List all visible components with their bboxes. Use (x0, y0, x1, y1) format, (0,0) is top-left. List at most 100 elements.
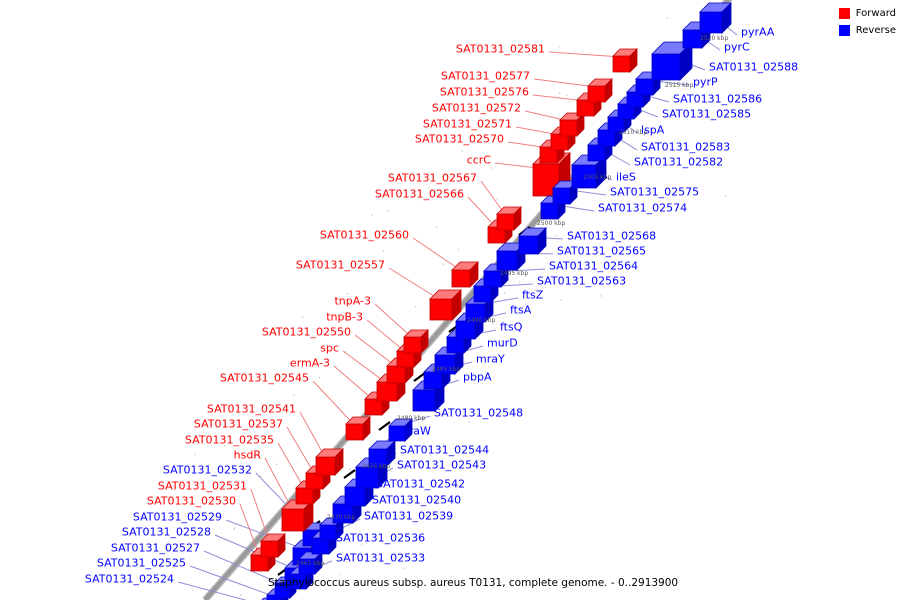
gene-label[interactable]: ermA-3 (289, 356, 330, 370)
gene-feature[interactable] (651, 41, 693, 81)
gene-body[interactable] (699, 11, 723, 34)
gene-label[interactable]: pyrP (693, 75, 718, 89)
gene-label[interactable]: ccrC (466, 153, 491, 167)
gene-label[interactable]: lspA (641, 123, 665, 137)
gene-feature[interactable] (496, 242, 526, 271)
gene-body[interactable] (260, 540, 279, 558)
gene-body[interactable] (315, 456, 336, 476)
gene-body[interactable] (473, 285, 492, 303)
gene-feature[interactable] (699, 2, 732, 34)
gene-label[interactable]: SAT0131_02567 (387, 171, 477, 185)
gene-feature[interactable] (496, 206, 522, 231)
gene-feature[interactable] (368, 440, 396, 467)
gene-label[interactable]: SAT0131_02571 (422, 117, 512, 131)
gene-label[interactable]: SAT0131_02537 (193, 417, 283, 431)
gene-label[interactable]: SAT0131_02576 (439, 85, 529, 99)
gene-feature[interactable] (388, 418, 413, 442)
gene-body[interactable] (319, 524, 337, 541)
gene-label[interactable]: SAT0131_02548 (434, 406, 524, 420)
gene-label[interactable]: ileS (616, 170, 636, 184)
gene-label[interactable]: SAT0131_02530 (146, 494, 236, 508)
gene-label[interactable]: SAT0131_02524 (84, 572, 174, 586)
gene-label[interactable]: spc (320, 341, 339, 355)
gene-label[interactable]: SAT0131_02577 (440, 69, 530, 83)
gene-label[interactable]: SAT0131_02588 (709, 60, 799, 74)
gene-body[interactable] (587, 144, 606, 162)
gene-feature[interactable] (587, 78, 613, 103)
gene-label[interactable]: mraY (476, 352, 505, 366)
gene-label[interactable]: mraW (398, 424, 431, 438)
gene-label[interactable]: SAT0131_02581 (455, 42, 545, 56)
gene-label[interactable]: SAT0131_02543 (397, 458, 487, 472)
gene-body[interactable] (376, 381, 398, 402)
gene-feature[interactable] (518, 227, 547, 255)
gene-label[interactable]: tnpB-3 (326, 310, 363, 324)
gene-label[interactable]: SAT0131_02583 (641, 140, 731, 154)
gene-body[interactable] (651, 53, 681, 81)
gene-body[interactable] (612, 55, 631, 73)
gene-body[interactable] (518, 235, 539, 255)
gene-label[interactable]: ftsA (510, 303, 532, 317)
gene-body[interactable] (281, 508, 305, 532)
gene-label[interactable]: murD (487, 336, 518, 350)
gene-label[interactable]: pbpA (463, 370, 492, 384)
gene-label[interactable]: pyrC (724, 40, 750, 54)
gene-label[interactable]: SAT0131_02575 (610, 185, 700, 199)
gene-label[interactable]: SAT0131_02566 (374, 187, 464, 201)
gene-label[interactable]: SAT0131_02574 (598, 201, 688, 215)
gene-body[interactable] (295, 487, 314, 505)
gene-label[interactable]: SAT0131_02536 (336, 531, 426, 545)
gene-body[interactable] (403, 336, 422, 354)
gene-body[interactable] (552, 187, 571, 205)
gene-body[interactable] (587, 85, 606, 103)
gene-label[interactable]: ftsZ (522, 288, 544, 302)
gene-body[interactable] (386, 365, 406, 384)
gene-label[interactable]: SAT0131_02568 (567, 229, 657, 243)
gene-label[interactable]: SAT0131_02557 (295, 258, 385, 272)
gene-feature[interactable] (345, 416, 371, 441)
gene-label[interactable]: SAT0131_02544 (400, 443, 490, 457)
gene-body[interactable] (496, 250, 518, 271)
gene-label[interactable]: SAT0131_02527 (110, 541, 200, 555)
gene-label[interactable]: SAT0131_02582 (634, 155, 724, 169)
gene-label[interactable]: ftsQ (500, 320, 523, 334)
gene-label[interactable]: SAT0131_02542 (376, 477, 466, 491)
gene-feature[interactable] (429, 289, 462, 321)
gene-label[interactable]: hsdR (233, 448, 261, 462)
gene-body[interactable] (451, 269, 471, 288)
gene-label[interactable]: SAT0131_02528 (121, 525, 211, 539)
gene-body[interactable] (344, 486, 366, 507)
gene-body[interactable] (429, 298, 453, 321)
gene-body[interactable] (345, 423, 364, 441)
gene-feature[interactable] (403, 329, 429, 354)
gene-body[interactable] (483, 270, 502, 288)
gene-feature[interactable] (559, 112, 585, 137)
gene-label[interactable]: SAT0131_02525 (96, 556, 186, 570)
gene-body[interactable] (540, 202, 559, 220)
gene-label[interactable]: SAT0131_02550 (261, 325, 351, 339)
gene-feature[interactable] (451, 261, 479, 288)
gene-label[interactable]: SAT0131_02535 (184, 433, 274, 447)
gene-body[interactable] (635, 78, 654, 96)
gene-feature[interactable] (260, 533, 286, 558)
gene-body[interactable] (496, 213, 515, 231)
gene-feature[interactable] (612, 48, 638, 73)
gene-body[interactable] (355, 466, 379, 489)
gene-body[interactable] (412, 389, 436, 412)
gene-label[interactable]: SAT0131_02539 (364, 509, 454, 523)
gene-label[interactable]: SAT0131_02532 (162, 463, 252, 477)
gene-label[interactable]: SAT0131_02586 (673, 92, 763, 106)
gene-label[interactable]: SAT0131_02585 (662, 107, 752, 121)
gene-label[interactable]: SAT0131_02564 (549, 259, 639, 273)
gene-label[interactable]: SAT0131_02570 (414, 132, 504, 146)
gene-label[interactable]: SAT0131_02545 (219, 371, 309, 385)
gene-label[interactable]: SAT0131_02560 (319, 228, 409, 242)
gene-label[interactable]: SAT0131_02531 (157, 479, 247, 493)
gene-label[interactable]: SAT0131_02572 (431, 101, 521, 115)
gene-label[interactable]: SAT0131_02540 (372, 493, 462, 507)
gene-label[interactable]: SAT0131_02541 (206, 402, 296, 416)
gene-body[interactable] (423, 371, 443, 390)
gene-label[interactable]: tnpA-3 (334, 294, 371, 308)
gene-label[interactable]: SAT0131_02565 (557, 244, 647, 258)
gene-body[interactable] (559, 119, 578, 137)
